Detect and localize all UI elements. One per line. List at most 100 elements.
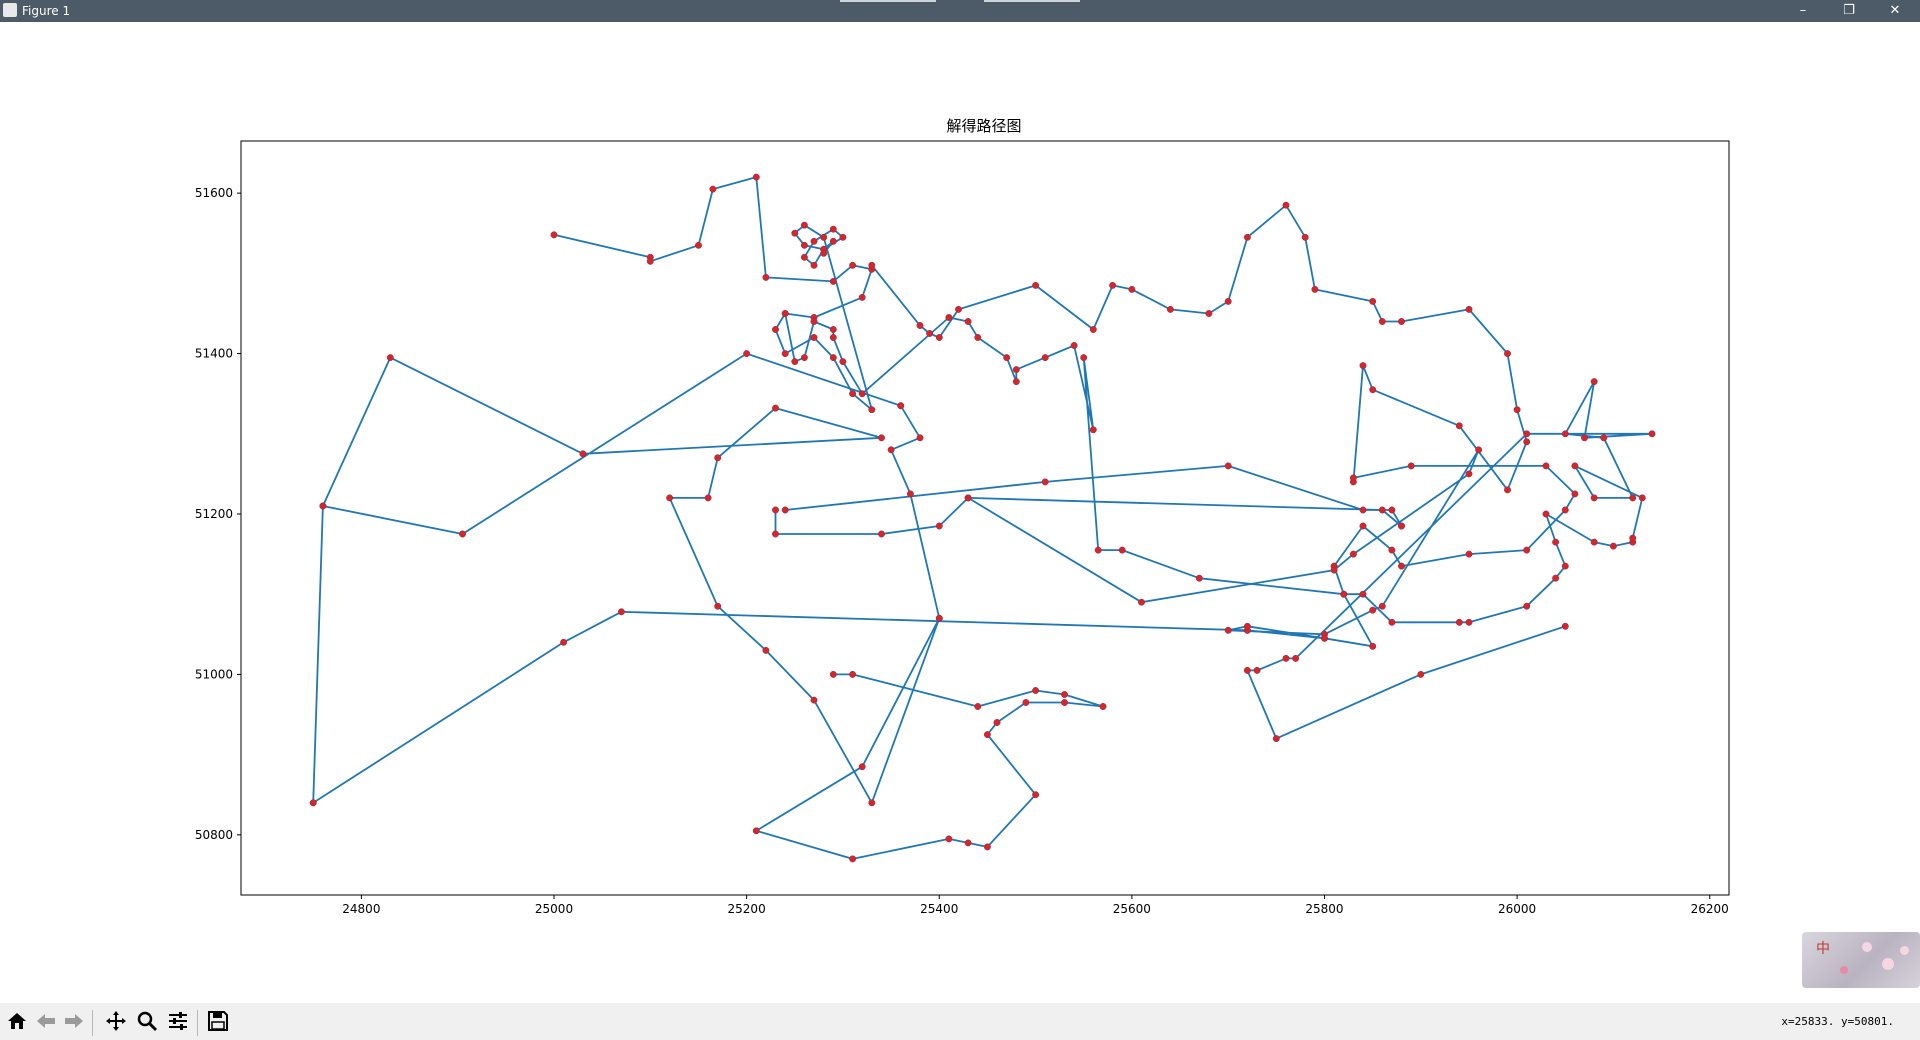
restore-button[interactable]: ❐ xyxy=(1826,0,1872,22)
x-tick-label: 25800 xyxy=(1305,902,1343,916)
city-point xyxy=(1224,462,1232,470)
city-point xyxy=(1629,534,1637,542)
city-point xyxy=(849,670,857,678)
city-point xyxy=(800,253,808,261)
city-point xyxy=(772,530,779,538)
city-point xyxy=(1417,670,1425,678)
city-point xyxy=(1061,691,1068,698)
city-point xyxy=(897,402,905,410)
back-arrow-icon xyxy=(35,1011,57,1035)
ime-mode-indicator: 中 xyxy=(1816,941,1830,957)
figure-canvas[interactable]: 解得路径图 24800 25000 25200 25400 25600 25800 2600… xyxy=(0,22,1920,1002)
city-point xyxy=(1359,522,1367,530)
forward-button[interactable] xyxy=(62,1011,86,1035)
city-point xyxy=(1369,642,1377,650)
city-point xyxy=(1128,285,1136,293)
city-point xyxy=(810,318,818,325)
city-point xyxy=(1243,622,1251,630)
forward-arrow-icon xyxy=(63,1011,85,1035)
x-tick-label: 26000 xyxy=(1498,902,1536,916)
back-button[interactable] xyxy=(34,1011,58,1035)
city-point xyxy=(1089,426,1097,434)
city-point xyxy=(762,646,770,654)
city-point xyxy=(1349,474,1357,482)
city-point xyxy=(800,221,808,229)
city-point xyxy=(1099,703,1107,710)
zoom-button[interactable] xyxy=(135,1011,159,1035)
city-point xyxy=(1340,590,1348,598)
city-point xyxy=(1504,486,1511,494)
blossom-decoration xyxy=(1840,966,1848,974)
city-point xyxy=(791,229,799,237)
city-point xyxy=(955,305,962,313)
y-tick-label: 51000 xyxy=(195,667,233,681)
city-point xyxy=(1561,562,1569,570)
home-button[interactable] xyxy=(5,1011,29,1035)
route-segment-4 xyxy=(871,204,1528,491)
city-point xyxy=(1012,378,1020,386)
city-point xyxy=(772,506,779,514)
route-segment-1 xyxy=(312,352,941,804)
city-point xyxy=(964,318,972,325)
city-point xyxy=(1609,542,1617,550)
city-point xyxy=(1561,506,1569,514)
city-point xyxy=(1195,574,1203,582)
city-point xyxy=(868,406,876,414)
city-point xyxy=(878,434,885,442)
city-point xyxy=(1523,602,1531,610)
city-point xyxy=(1407,462,1415,470)
city-point xyxy=(1359,362,1367,370)
city-point xyxy=(829,225,837,233)
city-point xyxy=(858,293,866,301)
route-lines xyxy=(312,176,1653,860)
city-point xyxy=(1032,687,1040,694)
city-point xyxy=(1369,297,1377,305)
window-title-bar[interactable]: Figure 1 – ❐ ✕ xyxy=(0,0,1920,22)
city-point xyxy=(459,530,466,538)
city-point xyxy=(974,703,982,710)
city-point xyxy=(579,450,587,458)
x-axis: 24800 25000 25200 25400 25600 25800 26000 26200 xyxy=(342,895,1729,916)
city-point xyxy=(829,326,837,333)
titlebar-decoration xyxy=(840,0,936,2)
city-point xyxy=(810,696,818,704)
minimize-button[interactable]: – xyxy=(1780,0,1826,22)
city-point xyxy=(849,261,857,269)
city-point xyxy=(810,261,818,269)
city-point xyxy=(752,173,760,181)
city-point xyxy=(820,233,828,241)
city-point xyxy=(1089,326,1097,333)
city-point xyxy=(800,354,808,362)
city-point xyxy=(709,185,717,193)
city-point xyxy=(560,638,568,646)
close-button[interactable]: ✕ xyxy=(1872,0,1918,22)
route-segment-7 xyxy=(967,448,1480,640)
city-point xyxy=(849,390,857,398)
route-segment-3 xyxy=(553,176,873,411)
city-point xyxy=(906,490,914,498)
x-tick-label: 25000 xyxy=(535,902,573,916)
city-point xyxy=(1388,546,1396,554)
city-point xyxy=(1243,666,1251,674)
city-point xyxy=(1388,618,1396,626)
pan-button[interactable] xyxy=(104,1011,128,1035)
ime-floating-widget[interactable]: 中 xyxy=(1802,932,1920,988)
city-point xyxy=(858,763,866,771)
configure-subplots-button[interactable] xyxy=(166,1011,190,1035)
city-point xyxy=(1032,281,1040,289)
city-point xyxy=(1455,618,1463,626)
save-button[interactable] xyxy=(206,1011,230,1035)
city-point xyxy=(1523,546,1531,554)
city-point xyxy=(1224,297,1232,305)
city-point xyxy=(1398,522,1405,530)
city-point xyxy=(1359,506,1367,514)
city-point xyxy=(1109,281,1117,289)
city-point xyxy=(1504,350,1511,358)
city-point xyxy=(1542,510,1550,518)
city-point xyxy=(878,530,885,538)
city-point xyxy=(887,446,895,454)
city-point xyxy=(829,670,837,678)
city-point xyxy=(1224,626,1232,634)
city-point xyxy=(1600,434,1608,442)
city-point xyxy=(1070,342,1078,349)
